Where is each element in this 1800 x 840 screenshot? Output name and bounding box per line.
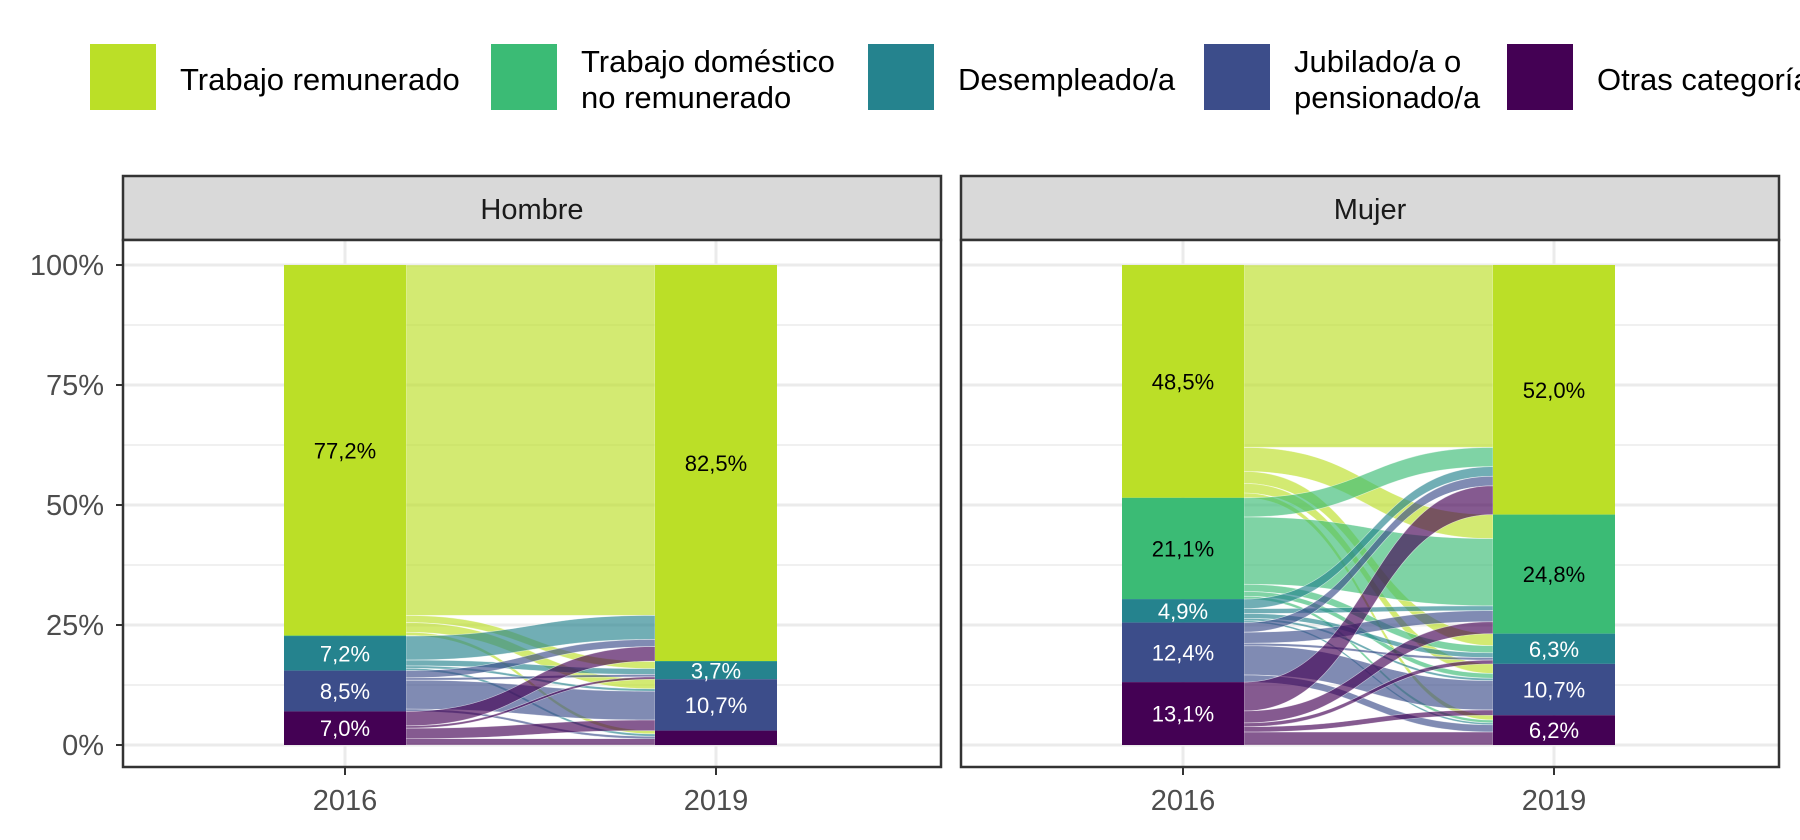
flow-otras-to-otras [405, 738, 656, 746]
stratum-2016: 48,5% 21,1% 4,9% 12,4% 13,1% [1122, 265, 1244, 745]
legend-label: Desempleado/a [958, 62, 1176, 97]
data-label-remunerado-2019: 52,0% [1523, 378, 1585, 403]
y-tick-label: 0% [62, 730, 104, 762]
bar-domestico-2016 [1122, 497, 1244, 600]
bar-otras-2019 [1493, 715, 1615, 745]
data-label-jubilado-2019: 10,7% [685, 693, 747, 718]
legend-swatch-desempleado [868, 44, 934, 110]
panel-title: Hombre [480, 194, 583, 226]
bar-domestico-2019 [1493, 514, 1615, 634]
bar-otras-2016 [1122, 682, 1244, 745]
legend-label: pensionado/a [1294, 80, 1481, 115]
panel-border [121, 238, 943, 769]
panel-strip [959, 174, 1781, 242]
bar-remunerado-2016 [1122, 265, 1244, 498]
data-label-jubilado-2016: 12,4% [1152, 640, 1214, 665]
legend-label: Otras categorías [1597, 62, 1800, 97]
bar-jubilado-2019 [1493, 663, 1615, 716]
data-label-jubilado-2016: 8,5% [320, 679, 370, 704]
legend-entry-remunerado: Trabajo remunerado [90, 44, 460, 110]
bar-remunerado-2019 [655, 265, 777, 661]
x-tick-label: 2019 [1522, 785, 1587, 817]
panel-strip [121, 174, 943, 242]
stratum-2019: 82,5% 3,7% 10,7% [655, 265, 777, 745]
legend-swatch-jubilado [1204, 44, 1270, 110]
data-label-jubilado-2019: 10,7% [1523, 678, 1585, 703]
legend-swatch-domestico [491, 44, 557, 110]
flow-remunerado-to-remunerado [405, 264, 656, 616]
x-tick-label: 2016 [313, 785, 378, 817]
legend-entry-otras: Otras categorías [1507, 44, 1800, 110]
bar-jubilado-2016 [1122, 622, 1244, 683]
x-tick-label: 2019 [684, 785, 749, 817]
y-tick-label: 50% [46, 490, 104, 522]
panel-border [959, 238, 1781, 769]
flow-remunerado-to-remunerado [1243, 264, 1494, 448]
data-label-desempleado-2016: 4,9% [1158, 599, 1208, 624]
data-label-otras-2019: 6,2% [1529, 718, 1579, 743]
bar-desempleado-2016 [1122, 599, 1244, 623]
bar-jubilado-2016 [284, 670, 406, 712]
legend-swatch-otras [1507, 44, 1573, 110]
data-label-desempleado-2019: 6,3% [1529, 637, 1579, 662]
legend-swatch-remunerado [90, 44, 156, 110]
data-label-domestico-2016: 21,1% [1152, 536, 1214, 561]
flow-otras-to-otras [1243, 731, 1494, 746]
bar-jubilado-2019 [655, 679, 777, 731]
bar-desempleado-2019 [1493, 633, 1615, 664]
y-tick-label: 75% [46, 370, 104, 402]
panel-title: Mujer [1334, 194, 1407, 226]
legend-entry-desempleado: Desempleado/a [868, 44, 1176, 110]
x-tick-label: 2016 [1151, 785, 1216, 817]
bar-remunerado-2019 [1493, 265, 1615, 515]
data-label-remunerado-2016: 77,2% [314, 438, 376, 463]
stratum-2019: 52,0% 24,8% 6,3% 10,7% 6,2% [1493, 265, 1615, 745]
bar-otras-2016 [284, 711, 406, 745]
flows [1243, 264, 1494, 746]
bar-remunerado-2016 [284, 265, 406, 636]
legend-label: Jubilado/a o [1294, 44, 1461, 79]
legend-label: Trabajo doméstico [581, 44, 835, 79]
bar-desempleado-2016 [284, 636, 406, 671]
data-label-desempleado-2019: 3,7% [691, 658, 741, 683]
panel-hombre: Hombre 77,2% 7,2% 8,5% 7,0% 82,5% 3,7% 10,7% 201… [121, 174, 943, 817]
data-label-desempleado-2016: 7,2% [320, 641, 370, 666]
stratum-2016: 77,2% 7,2% 8,5% 7,0% [284, 265, 406, 745]
data-label-domestico-2019: 24,8% [1523, 562, 1585, 587]
data-label-remunerado-2016: 48,5% [1152, 369, 1214, 394]
y-tick-label: 100% [30, 250, 104, 282]
data-label-otras-2016: 7,0% [320, 716, 370, 741]
flows [405, 264, 656, 746]
y-tick-label: 25% [46, 610, 104, 642]
bar-desempleado-2019 [655, 661, 777, 680]
bar-otras-2019 [655, 730, 777, 745]
panel-mujer: Mujer 48,5% 21,1% 4,9% 12,4% 13,1% 52,0% 24,8% 6… [959, 174, 1781, 817]
legend-label: no remunerado [581, 80, 791, 115]
data-label-remunerado-2019: 82,5% [685, 451, 747, 476]
data-label-otras-2016: 13,1% [1152, 702, 1214, 727]
legend-label: Trabajo remunerado [180, 62, 460, 97]
